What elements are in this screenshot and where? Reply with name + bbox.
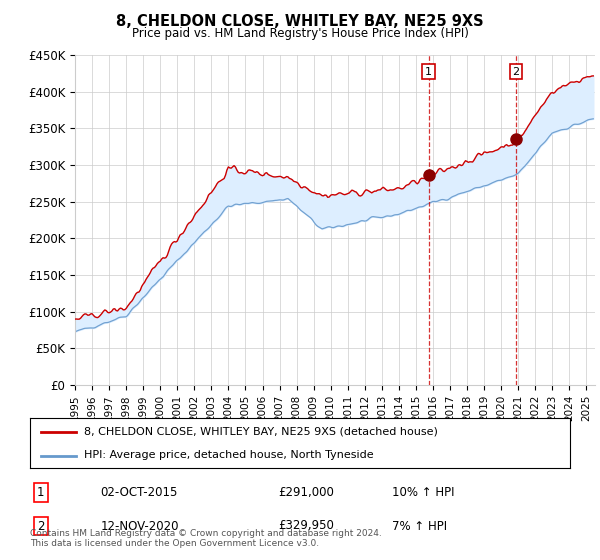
Text: 10% ↑ HPI: 10% ↑ HPI: [392, 486, 454, 499]
Text: 12-NOV-2020: 12-NOV-2020: [100, 520, 179, 533]
Text: HPI: Average price, detached house, North Tyneside: HPI: Average price, detached house, Nort…: [84, 450, 374, 460]
Text: £329,950: £329,950: [278, 520, 334, 533]
Text: 2: 2: [37, 520, 44, 533]
Text: 8, CHELDON CLOSE, WHITLEY BAY, NE25 9XS: 8, CHELDON CLOSE, WHITLEY BAY, NE25 9XS: [116, 14, 484, 29]
Text: 1: 1: [425, 67, 432, 77]
Text: £291,000: £291,000: [278, 486, 334, 499]
Text: 02-OCT-2015: 02-OCT-2015: [100, 486, 178, 499]
Text: 8, CHELDON CLOSE, WHITLEY BAY, NE25 9XS (detached house): 8, CHELDON CLOSE, WHITLEY BAY, NE25 9XS …: [84, 427, 438, 437]
Text: Contains HM Land Registry data © Crown copyright and database right 2024.
This d: Contains HM Land Registry data © Crown c…: [30, 529, 382, 548]
Text: 1: 1: [37, 486, 44, 499]
Text: Price paid vs. HM Land Registry's House Price Index (HPI): Price paid vs. HM Land Registry's House …: [131, 27, 469, 40]
Text: 2: 2: [512, 67, 520, 77]
Text: 7% ↑ HPI: 7% ↑ HPI: [392, 520, 447, 533]
